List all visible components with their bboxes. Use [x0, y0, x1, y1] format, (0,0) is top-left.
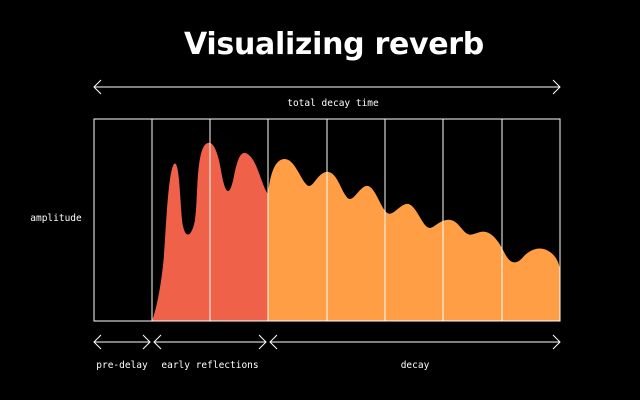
diagram-title: Visualizing reverb	[184, 27, 484, 62]
grid-lines	[151, 119, 503, 321]
early-reflections-label: early reflections	[161, 360, 258, 371]
pre-delay-arrow	[93, 334, 151, 350]
total-decay-label: total decay time	[287, 98, 379, 109]
early-reflections-arrow	[153, 334, 267, 350]
decay-label: decay	[401, 360, 430, 371]
amplitude-label: amplitude	[30, 213, 82, 224]
total-decay-arrow	[93, 79, 561, 95]
pre-delay-label: pre-delay	[96, 360, 148, 371]
decay-shape	[268, 158, 560, 321]
decay-arrow	[269, 334, 561, 350]
